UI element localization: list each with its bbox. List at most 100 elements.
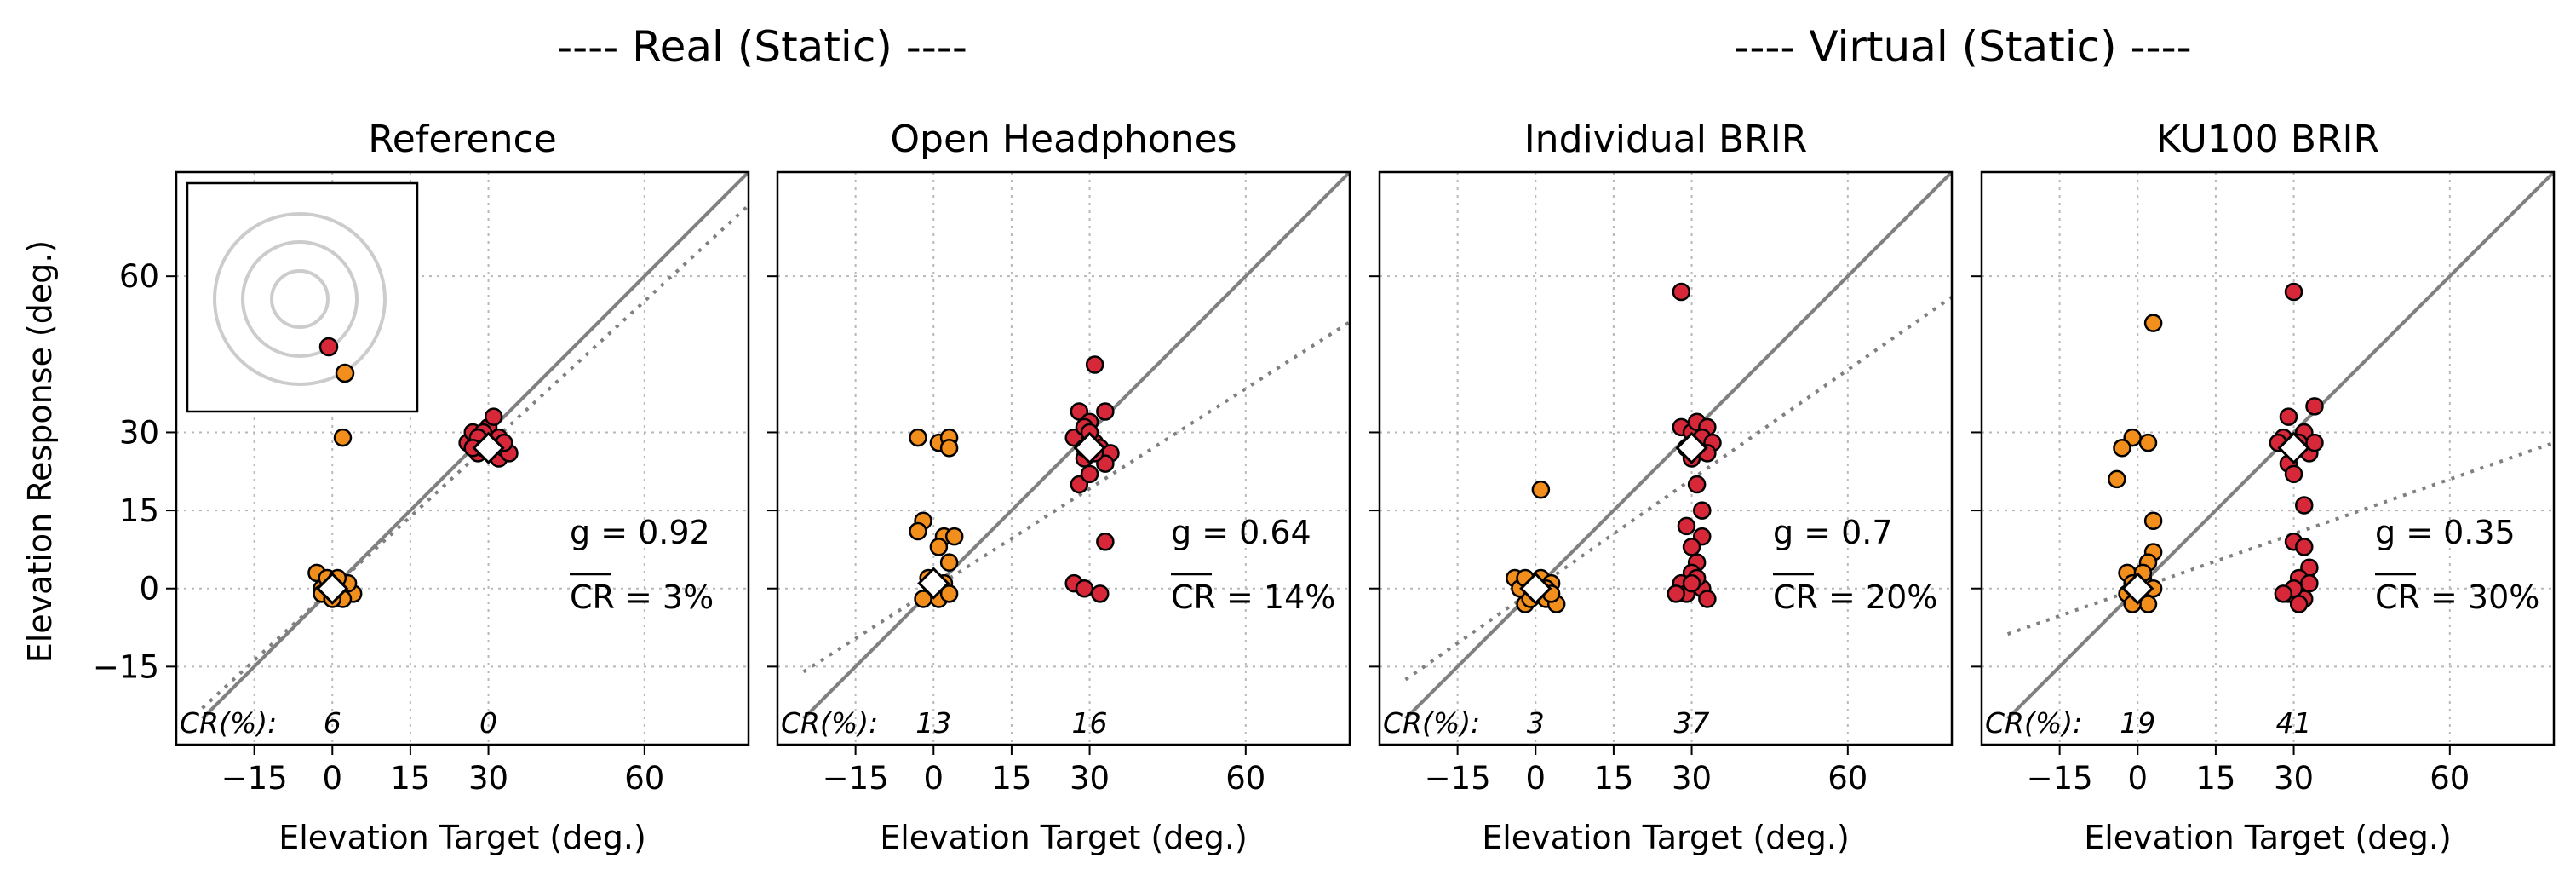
data-point [2143,511,2163,531]
data-point [939,439,959,458]
cr-value: 0 [479,706,497,740]
x-tick-label: 30 [1672,760,1712,797]
data-point [1075,579,1094,598]
x-tick-label: −15 [823,760,889,797]
inset-point [318,337,339,357]
x-tick-label: 60 [1225,760,1265,797]
panel-1: −15 0 15 30 60 Open Headphones Elevation Targe… [767,118,1351,856]
inset-ring [213,212,387,386]
mean-response-marker [2121,572,2154,605]
cr-annotation: CR = 3% [570,579,714,616]
data-point [909,428,927,447]
data-point [2279,407,2298,426]
x-tick-label: −15 [221,760,288,797]
x-axis-label: Elevation Target (deg.) [2084,819,2452,856]
data-point [2295,496,2314,515]
mean-response-marker [1675,431,1708,464]
x-tick-label: 15 [390,760,430,797]
data-point [929,538,949,556]
cr-value: 19 [2120,706,2155,740]
data-point [1682,538,1701,556]
cr-annotation: CR = 30% [2375,579,2539,616]
data-point [2305,397,2324,416]
gain-annotation: g = 0.64 [1171,514,1311,551]
data-point [944,527,964,546]
cr-row-label: CR(%): [180,706,277,740]
data-point [2113,439,2131,458]
data-point [333,428,353,447]
data-point [1693,501,1712,520]
data-point [1682,573,1701,593]
data-point [2108,469,2126,489]
axes-frame [776,170,1351,746]
x-tick-label: 30 [468,760,508,797]
y-tick-label: 30 [119,414,159,451]
x-tick-label: −15 [1425,760,1491,797]
cr-value: 6 [324,706,341,740]
axes-frame [1980,170,2556,746]
y-tick-label: 15 [119,492,159,529]
panel-title: Reference [368,118,557,161]
data-point [1677,516,1696,536]
regression-fit-line [802,320,1350,674]
y-axis-label: Elevation Response (deg.) [21,240,59,664]
data-point [1667,584,1685,603]
data-point [939,553,959,572]
data-point [2295,538,2314,556]
cr-annotation: CR = 20% [1773,579,1937,616]
inset-ring [241,240,359,358]
data-point [2289,595,2309,613]
axes-frame [175,170,750,746]
cr-row-label: CR(%): [1383,706,1480,740]
figure-labels: ---- Real (Static) ---- ---- Virtual (St… [21,22,2192,663]
y-tick-label: 0 [139,571,159,607]
mean-response-marker [1073,431,1106,464]
data-point [1091,584,1110,603]
mean-response-marker [1519,572,1552,605]
panel-title: Individual BRIR [1524,118,1808,161]
panel-3: −15 0 15 30 60 KU100 BRIR Elevation Target (de… [1971,118,2556,856]
gain-annotation: g = 0.35 [2375,514,2516,551]
x-tick-label: 60 [2430,760,2470,797]
data-point [1096,402,1115,421]
group-label-virtual: ---- Virtual (Static) ---- [1734,22,2191,72]
cr-value: 3 [1527,706,1545,740]
data-point [1698,590,1717,608]
data-point [1672,282,1691,302]
x-tick-label: 15 [1593,760,1633,797]
data-point [1080,464,1099,484]
gain-annotation: g = 0.92 [570,514,710,551]
x-tick-label: 0 [322,760,342,797]
x-tick-label: 0 [2127,760,2148,797]
cr-row-label: CR(%): [1985,706,2082,740]
x-tick-label: 30 [2274,760,2314,797]
x-tick-label: 60 [1827,760,1867,797]
regression-fit-line [1404,295,1952,682]
data-point [2274,584,2293,603]
x-tick-label: 60 [624,760,664,797]
y-tick-label: −15 [93,648,159,685]
y-tick-label: 60 [119,258,159,295]
x-axis-label: Elevation Target (deg.) [880,819,1248,856]
x-axis-label: Elevation Target (deg.) [1482,819,1850,856]
x-tick-label: 0 [923,760,944,797]
x-tick-label: 0 [1525,760,1546,797]
inset-ring [270,269,330,329]
data-point [914,590,932,608]
panel-title: Open Headphones [890,118,1236,161]
data-point [1531,480,1551,499]
panel-title: KU100 BRIR [2156,118,2379,161]
x-tick-label: −15 [2027,760,2093,797]
data-point [909,521,927,541]
data-point [2138,433,2158,452]
gain-annotation: g = 0.7 [1773,514,1893,551]
x-tick-label: 15 [991,760,1031,797]
data-point [484,407,503,426]
regression-fit-line [2006,440,2554,636]
panel-2: −15 0 15 30 60 Individual BRIR Elevation Targe… [1369,118,1954,856]
mean-response-marker [2277,431,2310,464]
data-point [2284,464,2303,484]
data-point [2305,433,2324,452]
